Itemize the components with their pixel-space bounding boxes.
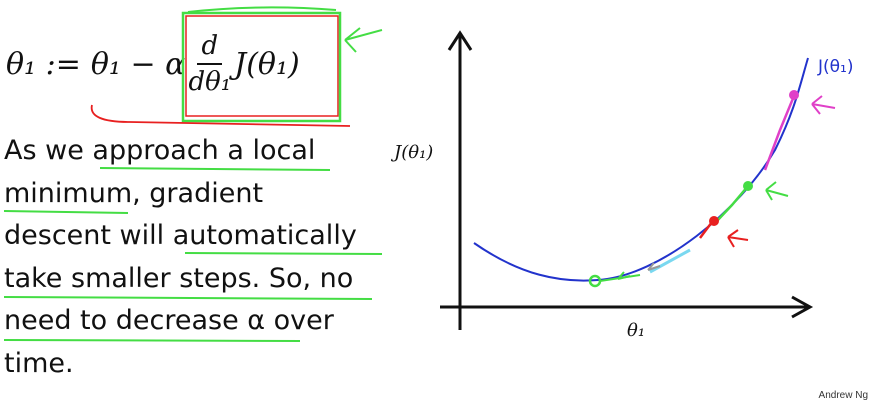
- axes: [440, 30, 814, 330]
- step-segment: [763, 95, 796, 171]
- magenta-arrow: [811, 95, 836, 115]
- x-axis-arrowhead: [791, 295, 814, 319]
- update-equation: θ₁ := θ₁ − α d dθ₁ J(θ₁): [6, 18, 300, 110]
- step-segment: [599, 274, 641, 282]
- text-line: minimum, gradient: [4, 177, 264, 209]
- step-point-minimum: [588, 274, 602, 288]
- step-point-red: [709, 216, 719, 226]
- step-point-magenta: [789, 90, 799, 100]
- text-line: time.: [4, 347, 74, 379]
- cost-curve: [473, 57, 809, 282]
- x-axis-label: θ₁: [627, 320, 645, 341]
- step-segment: [699, 221, 713, 239]
- y-axis-arrowhead: [447, 30, 473, 51]
- red-arrow: [727, 229, 749, 248]
- text-line: take smaller steps. So, no: [4, 262, 354, 294]
- text-line: descent will automatically: [4, 220, 357, 251]
- step-segment: [649, 248, 691, 274]
- fraction-denominator: dθ₁: [188, 67, 232, 97]
- green-box-scribble: [187, 6, 337, 13]
- step-segment: [715, 185, 749, 223]
- equation-rhs-suffix: J(θ₁): [234, 46, 300, 82]
- step-point-green: [743, 181, 753, 191]
- explanation-text: As we approach a local minimum, gradient…: [4, 130, 424, 385]
- derivative-fraction: d dθ₁: [188, 33, 231, 95]
- green-arrow: [765, 181, 789, 201]
- small-green-arrow: [617, 271, 631, 280]
- text-line: As we approach a local: [4, 135, 316, 166]
- curve-annotation: J(θ₁): [817, 57, 854, 77]
- gray-arrow: [647, 262, 661, 271]
- fraction-numerator: d: [197, 33, 223, 65]
- equation-rhs-prefix: θ₁ − α: [90, 46, 186, 82]
- text-line: need to decrease α over: [4, 305, 334, 336]
- credit-text: Andrew Ng: [818, 390, 868, 401]
- equation-lhs: θ₁ :=: [6, 46, 81, 82]
- green-arrow-equation: [344, 27, 383, 53]
